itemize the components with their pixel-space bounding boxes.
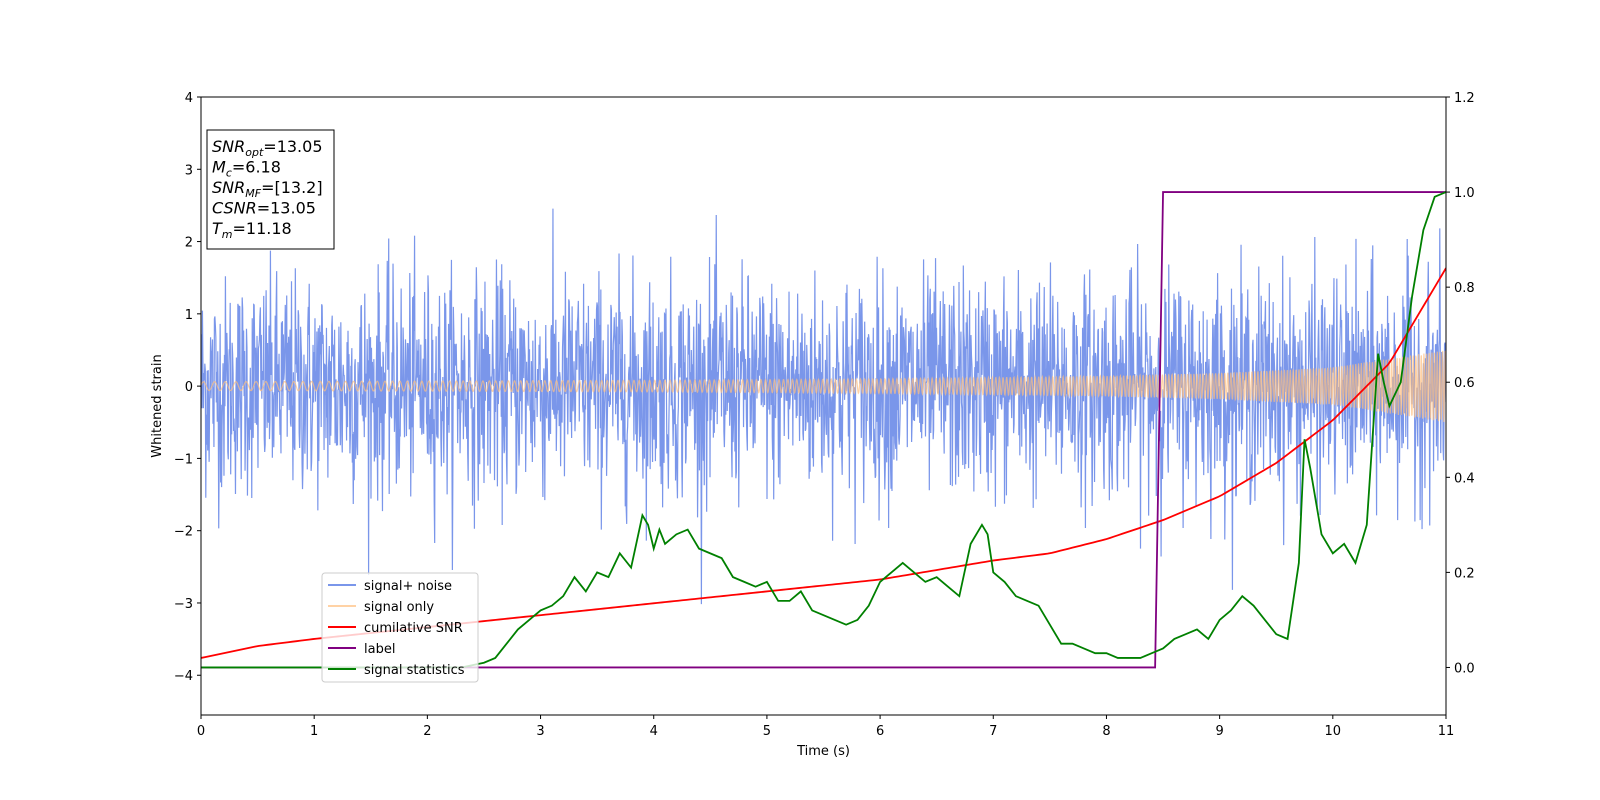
stats-box-frame xyxy=(206,129,335,250)
legend: signal+ noise signal only cumilative SNR la… xyxy=(321,572,479,683)
legend-frame xyxy=(321,572,479,683)
series-signal-statistics-line xyxy=(201,191,1446,669)
x-tick-label: 0 xyxy=(197,724,205,739)
y-tick-label: −3 xyxy=(174,597,193,612)
y2-tick-label: 1.2 xyxy=(1454,91,1475,106)
x-tick-label: 9 xyxy=(1215,724,1223,739)
series-signal-only-line xyxy=(201,350,1446,422)
x-tick-label: 5 xyxy=(763,724,771,739)
stats-box: SNRopt=13.05Mc=6.18SNRMF=[13.2]CSNR=13.0… xyxy=(206,129,335,250)
x-tick-label: 2 xyxy=(423,724,431,739)
x-tick-label: 6 xyxy=(876,724,884,739)
legend-label: signal only xyxy=(364,600,434,615)
series-label-line xyxy=(201,191,1446,669)
y2-tick-label: 0.8 xyxy=(1454,281,1475,296)
y-tick-label: 3 xyxy=(185,163,193,178)
y-tick-label: 1 xyxy=(185,308,193,323)
y-tick-label: 0 xyxy=(185,380,193,395)
legend-label: label xyxy=(364,642,395,657)
y-tick-label: −1 xyxy=(174,452,193,467)
stat-line: Tm=11.18 xyxy=(212,219,292,241)
series-signal-noise-line xyxy=(201,208,1446,605)
y2-tick-label: 0.2 xyxy=(1454,566,1475,581)
stat-line: Mc=6.18 xyxy=(212,158,281,180)
y2-tick-label: 0.6 xyxy=(1454,376,1475,391)
y2-tick-label: 0.0 xyxy=(1454,661,1475,676)
y-axis-title: Whitened strain xyxy=(150,354,165,457)
legend-label: signal+ noise xyxy=(364,579,452,594)
y-tick-label: −2 xyxy=(174,525,193,540)
x-tick-label: 4 xyxy=(650,724,658,739)
x-tick-label: 1 xyxy=(310,724,318,739)
x-tick-label: 3 xyxy=(536,724,544,739)
plot-frame xyxy=(200,96,1447,716)
axes-layer: 0 1 2 3 4 5 6 7 8 9 10 1143210−1−2−3−41.21.00.80.60… xyxy=(174,91,1475,739)
x-tick-label: 8 xyxy=(1102,724,1110,739)
y-tick-label: 2 xyxy=(185,236,193,251)
y-tick-label: −4 xyxy=(174,669,193,684)
stat-line: SNRopt=13.05 xyxy=(212,137,323,159)
x-tick-label: 10 xyxy=(1325,724,1342,739)
x-tick-label: 11 xyxy=(1438,724,1455,739)
x-axis-title: Time (s) xyxy=(796,744,850,759)
y2-tick-label: 1.0 xyxy=(1454,186,1475,201)
y2-tick-label: 0.4 xyxy=(1454,471,1475,486)
stat-line: SNRMF=[13.2] xyxy=(212,178,323,200)
x-tick-label: 7 xyxy=(989,724,997,739)
y-tick-label: 4 xyxy=(185,91,193,106)
legend-label: signal statistics xyxy=(364,663,465,678)
stat-line: CSNR=13.05 xyxy=(212,199,316,218)
legend-label: cumilative SNR xyxy=(364,621,463,636)
